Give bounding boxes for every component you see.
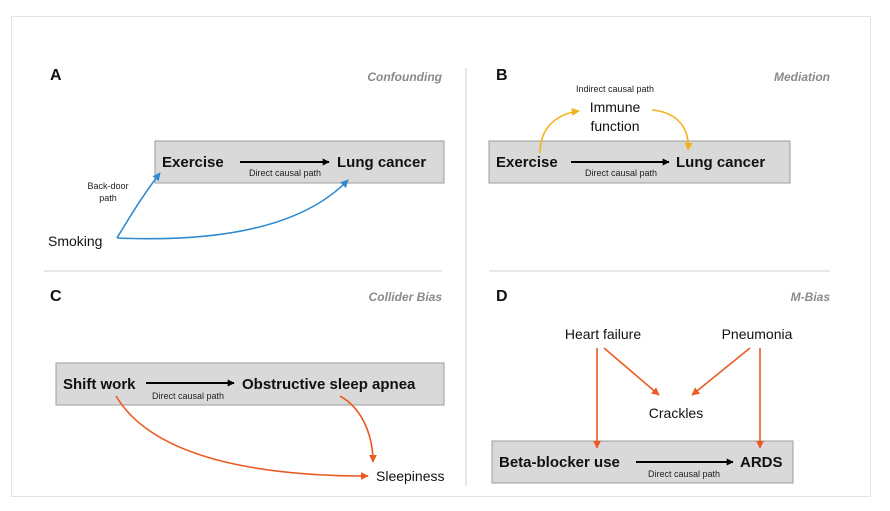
panel-b-outcome: Lung cancer <box>676 154 765 171</box>
panel-a: A Confounding Exercise Lung cancer Direc… <box>48 67 445 249</box>
panel-a-exposure: Exercise <box>162 154 224 171</box>
panel-c-outcome: Obstructive sleep apnea <box>242 376 416 393</box>
panel-b-mediator-line-2: function <box>590 118 639 134</box>
panel-b: B Mediation Indirect causal path Immune … <box>488 67 830 184</box>
panel-d: D M-Bias Heart failure Pneumonia Crackle… <box>491 288 831 484</box>
panel-c-arrow-from-outcome <box>339 395 377 463</box>
panel-d-letter: D <box>496 288 508 305</box>
panel-a-direct-label: Direct causal path <box>249 168 321 178</box>
panel-c-box <box>55 362 445 406</box>
panel-c: C Collider Bias Shift work Obstructive s… <box>50 288 445 484</box>
panel-b-indirect-label: Indirect causal path <box>576 84 654 94</box>
panel-c-title: Collider Bias <box>369 290 443 304</box>
panel-d-title: M-Bias <box>791 290 831 304</box>
panel-c-letter: C <box>50 288 62 305</box>
panel-a-backdoor-label-1: Back-door <box>87 181 128 191</box>
panel-d-collider: Crackles <box>649 405 703 421</box>
panel-d-direct-label: Direct causal path <box>648 469 720 479</box>
panel-c-direct-label: Direct causal path <box>152 391 224 401</box>
panel-a-backdoor-arrow-to-exposure <box>116 172 161 239</box>
figure-frame <box>11 16 871 497</box>
panel-b-exposure: Exercise <box>496 154 558 171</box>
panel-b-letter: B <box>496 67 508 84</box>
panel-a-title: Confounding <box>367 70 442 84</box>
panel-d-box <box>491 440 794 484</box>
panel-b-direct-label: Direct causal path <box>585 168 657 178</box>
panel-c-arrow-from-exposure <box>115 395 369 480</box>
panel-b-indirect-arrow-to-mediator <box>539 107 580 154</box>
panel-d-exposure: Beta-blocker use <box>499 454 620 471</box>
panel-d-arrow-left-to-collider <box>603 347 660 396</box>
panel-b-mediator-line-1: Immune <box>590 99 641 115</box>
panel-d-cause-left: Heart failure <box>565 326 641 342</box>
panel-b-indirect-arrow-to-outcome <box>651 109 693 151</box>
panel-a-letter: A <box>50 67 62 84</box>
panel-d-cause-right: Pneumonia <box>722 326 793 342</box>
panel-c-exposure: Shift work <box>63 376 136 393</box>
panel-a-confounder: Smoking <box>48 233 102 249</box>
panel-a-backdoor-label-2: path <box>99 193 117 203</box>
panel-d-arrow-right-to-collider <box>691 347 751 396</box>
panel-d-outcome: ARDS <box>740 454 783 471</box>
panel-b-title: Mediation <box>774 70 830 84</box>
panel-a-backdoor-arrow-to-outcome <box>116 179 349 240</box>
panel-c-collider: Sleepiness <box>376 468 445 484</box>
panel-a-outcome: Lung cancer <box>337 154 426 171</box>
